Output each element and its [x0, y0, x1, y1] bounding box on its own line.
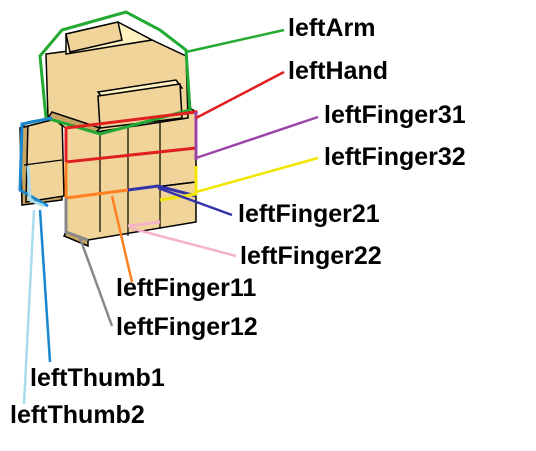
- left-finger-21-leader: [157, 186, 233, 217]
- label-left-finger-11: leftFinger11: [116, 274, 257, 302]
- left-thumb-2-outline: [26, 165, 45, 208]
- left-hand-leader: [195, 70, 285, 120]
- left-thumb-1-leader: [38, 209, 52, 363]
- label-left-finger-32: leftFinger32: [324, 143, 466, 171]
- label-left-arm: leftArm: [288, 14, 376, 42]
- left-finger-32-outline: [159, 166, 198, 202]
- left-finger-22-outline: [127, 220, 161, 228]
- label-left-finger-31: leftFinger31: [324, 101, 466, 129]
- left-finger-21-outline: [127, 184, 197, 198]
- left-finger-11-leader: [110, 195, 134, 283]
- label-left-finger-22: leftFinger22: [240, 242, 382, 270]
- left-arm-outline: [38, 10, 192, 136]
- left-finger-22-leader: [129, 226, 237, 258]
- label-left-thumb-1: leftThumb1: [30, 364, 165, 392]
- label-left-finger-12: leftFinger12: [116, 313, 258, 341]
- left-finger-31-leader: [195, 115, 319, 160]
- left-finger-32-leader: [195, 156, 319, 194]
- label-left-hand: leftHand: [288, 57, 388, 85]
- left-arm-leader: [185, 28, 285, 54]
- left-finger-12-leader: [78, 237, 114, 327]
- left-finger-12-outline: [64, 198, 89, 242]
- label-left-finger-21: leftFinger21: [238, 200, 380, 228]
- left-thumb-1-outline: [18, 116, 53, 208]
- label-left-thumb-2: leftThumb2: [10, 401, 145, 429]
- left-thumb-2-leader: [22, 209, 36, 405]
- thumb-block: [19, 114, 65, 206]
